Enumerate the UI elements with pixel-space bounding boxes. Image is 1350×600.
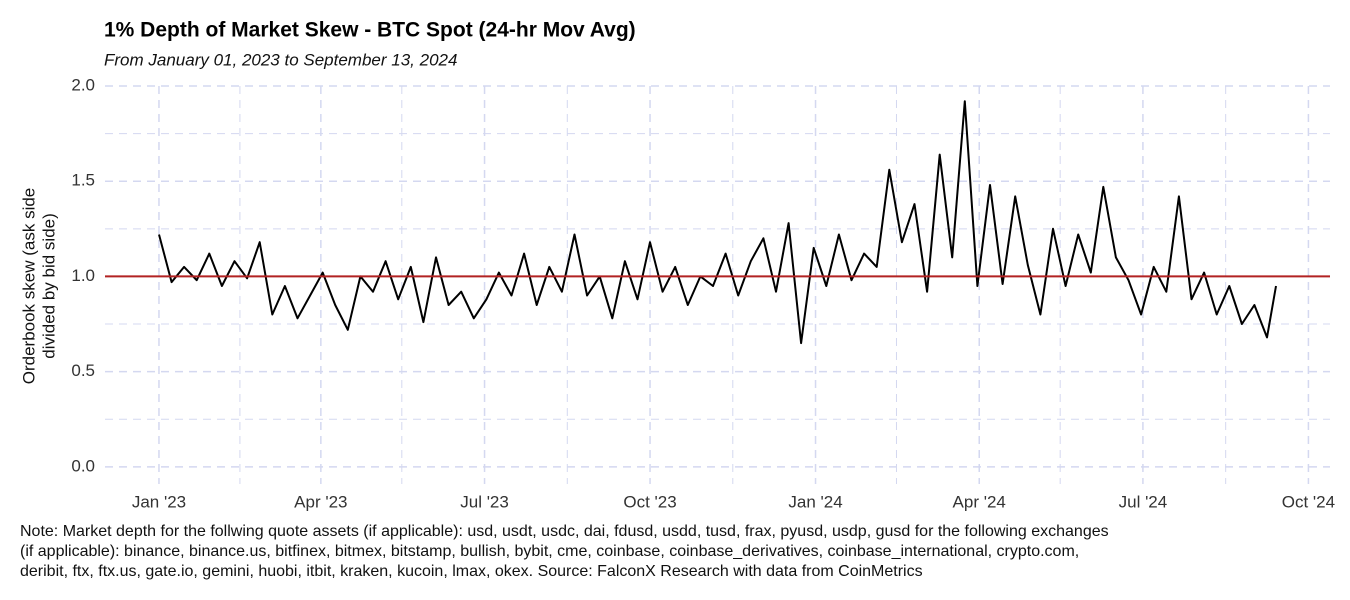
x-tick-label: Oct '24 [1282, 492, 1335, 511]
x-tick-label: Apr '23 [294, 492, 347, 511]
line-series [158, 100, 1277, 345]
note: deribit, ftx, ftx.us, gate.io, gemini, h… [20, 563, 923, 580]
chart-title: 1% Depth of Market Skew - BTC Spot (24-h… [104, 19, 636, 42]
note: Note: Market depth for the follwing quot… [20, 523, 1109, 540]
y-axis-label: divided by bid side) [39, 213, 58, 359]
note: (if applicable): binance, binance.us, bi… [20, 543, 1079, 560]
x-tick-label: Jul '23 [460, 492, 509, 511]
y-tick-label: 1.5 [71, 171, 95, 190]
y-tick-label: 1.0 [71, 266, 95, 285]
x-tick-label: Apr '24 [953, 492, 1006, 511]
chart-subtitle: From January 01, 2023 to September 13, 2… [104, 50, 457, 69]
x-tick-label: Jan '23 [132, 492, 186, 511]
x-tick-label: Jul '24 [1119, 492, 1168, 511]
x-tick-label: Oct '23 [623, 492, 676, 511]
y-tick-label: 2.0 [71, 75, 95, 94]
x-tick-label: Jan '24 [788, 492, 842, 511]
y-tick-label: 0.0 [71, 456, 95, 475]
y-tick-label: 0.5 [71, 361, 95, 380]
y-axis-label: Orderbook skew (ask side [19, 188, 38, 385]
